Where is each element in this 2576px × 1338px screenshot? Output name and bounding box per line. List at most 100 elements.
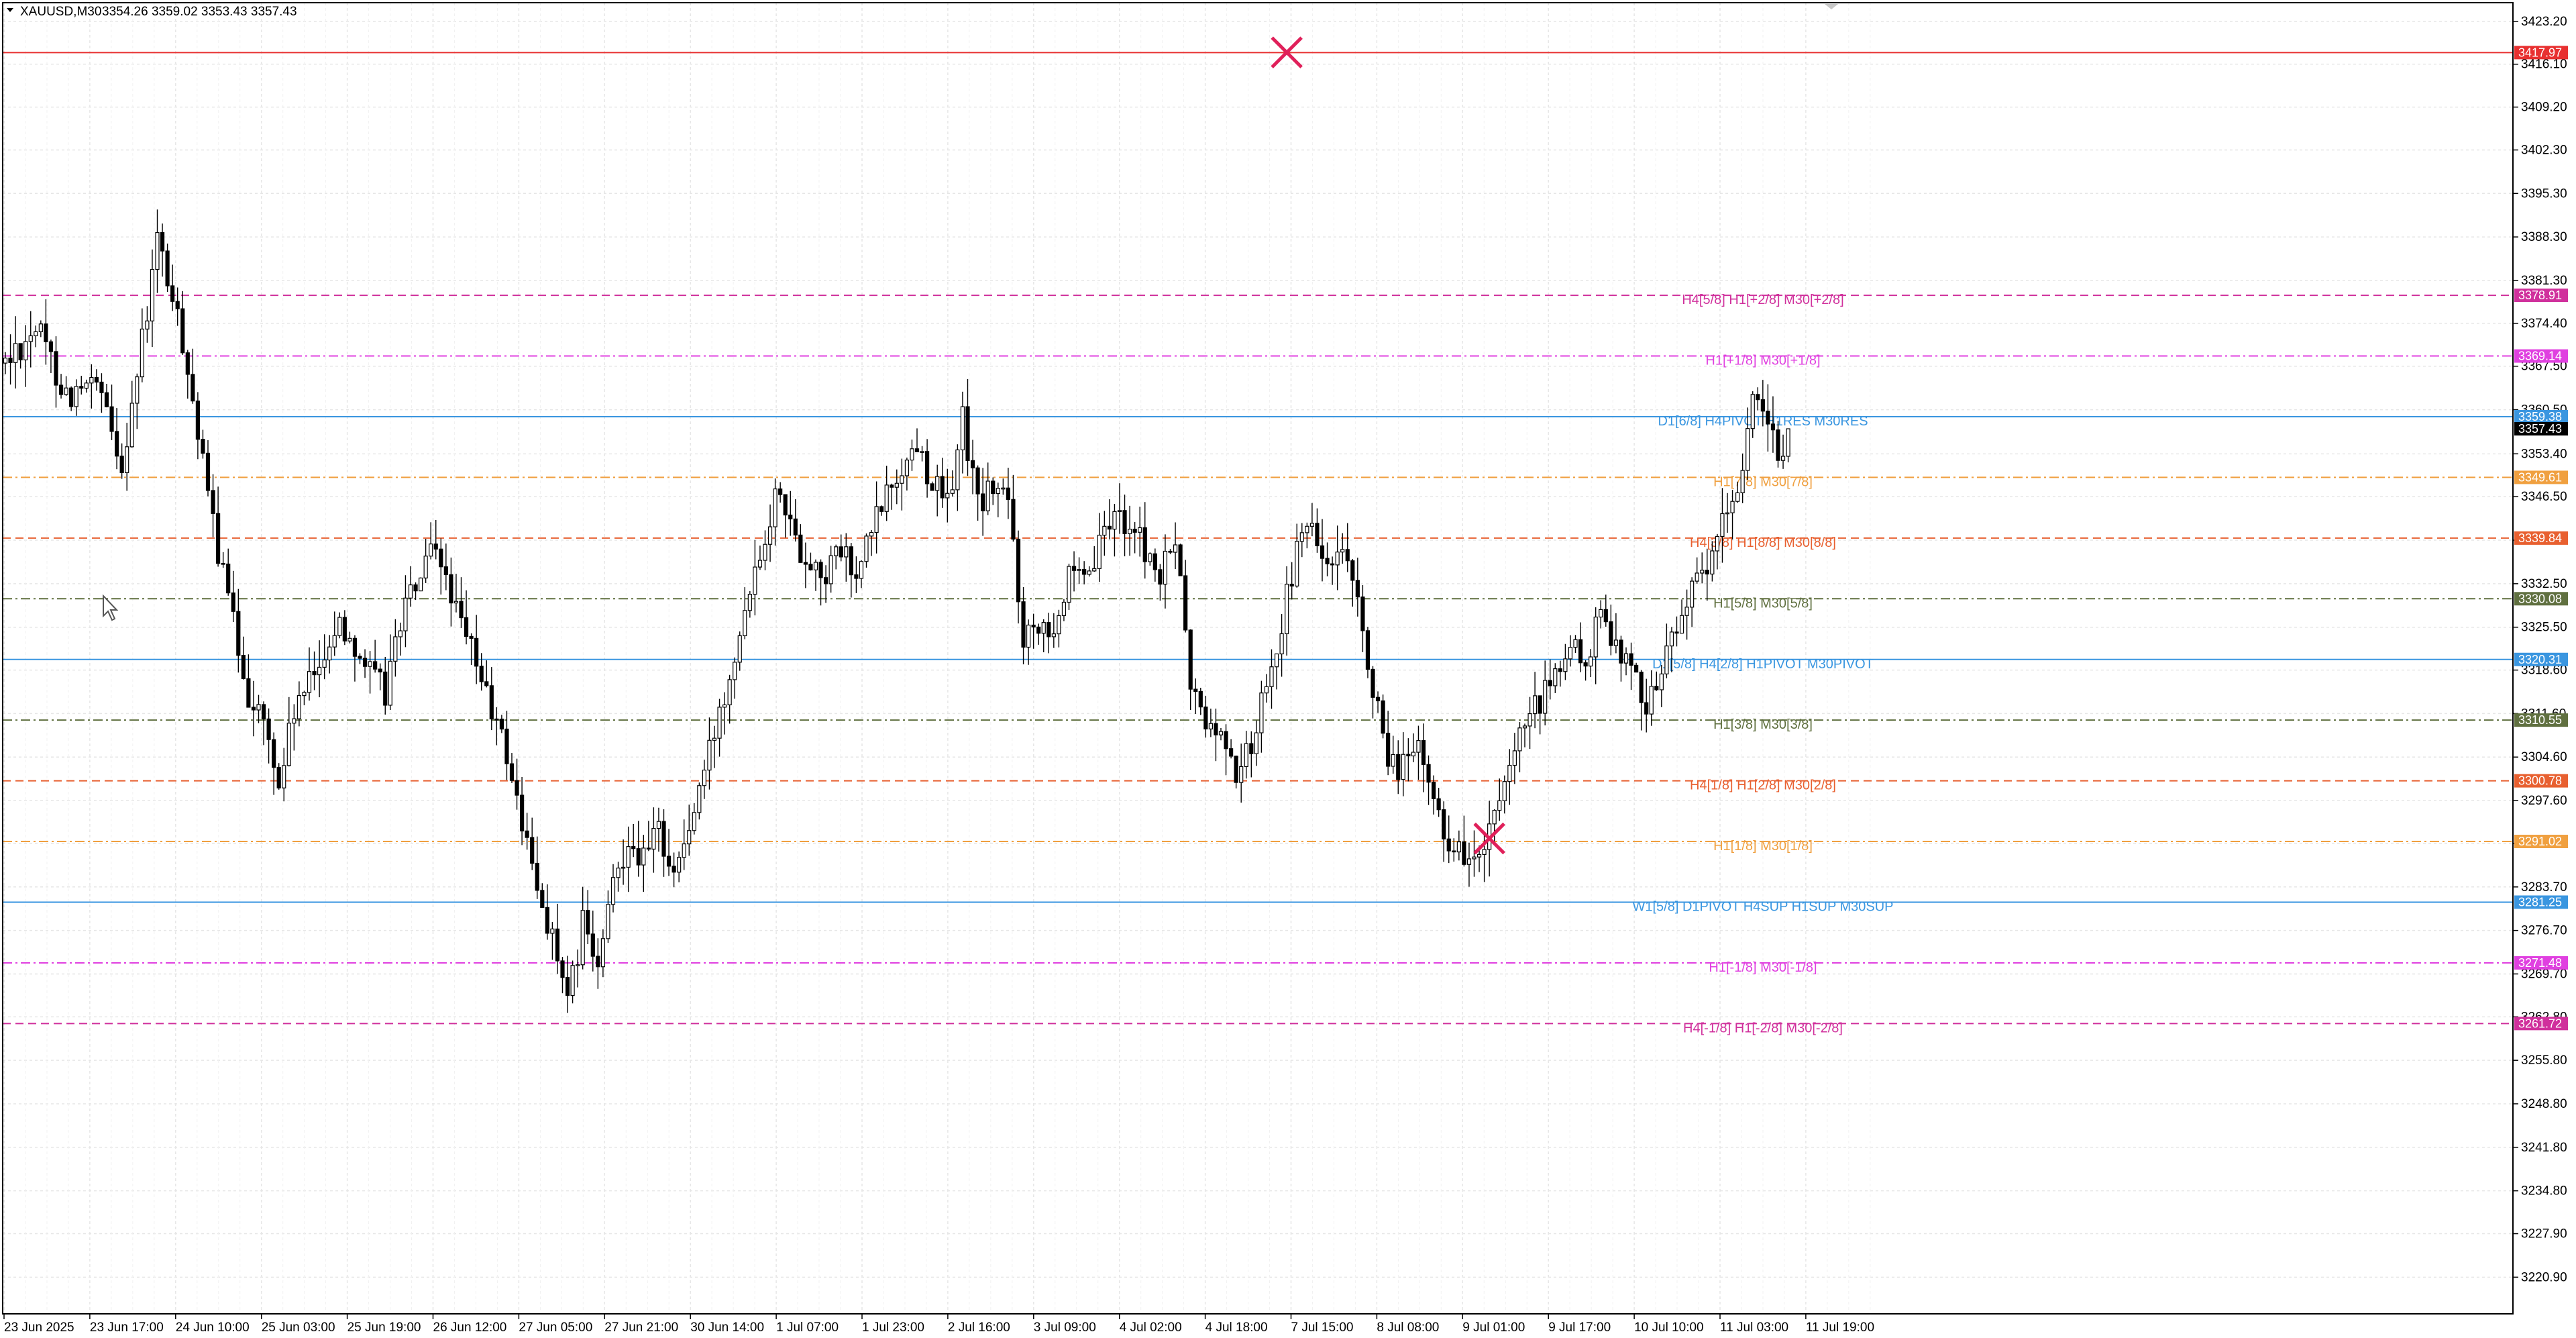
price-tag [2514, 774, 2568, 788]
y-tick-label: 3367.50 [2521, 360, 2567, 374]
candle-body [879, 506, 884, 512]
price-tag [2514, 409, 2568, 423]
candle-body [368, 661, 372, 667]
y-tick-label: 3402.30 [2521, 143, 2567, 157]
candle-body [894, 482, 899, 488]
candle-body [337, 617, 342, 636]
candle-body [383, 671, 388, 706]
candle-body [1132, 528, 1137, 533]
y-tick-label: 3395.30 [2521, 187, 2567, 201]
candle-body [1299, 532, 1304, 542]
candle-body [58, 384, 64, 395]
candle-body [803, 562, 808, 565]
candle-body [1046, 622, 1051, 637]
candle-body [469, 635, 474, 639]
symbol-menu-icon[interactable] [7, 8, 13, 12]
candle-body [246, 678, 251, 708]
candle-body [89, 376, 94, 384]
x-tick-label: 9 Jul 17:00 [1548, 1321, 1611, 1335]
candle-body [1031, 624, 1036, 628]
level-label: H4[5/8] H1[+2/8] M30[+2/8] [1682, 293, 1843, 307]
candle-body [226, 563, 231, 594]
candle-body [849, 546, 853, 576]
candle-body [195, 401, 200, 440]
x-tick-label: 30 Jun 14:00 [690, 1321, 764, 1335]
y-tick-label: 3423.20 [2521, 15, 2567, 29]
candle-body [276, 767, 281, 788]
candle-body [1700, 570, 1705, 574]
candle-body [890, 484, 894, 488]
level-label: H1[7/8] M30[7/8] [1713, 474, 1813, 489]
candle-body [135, 376, 140, 404]
y-tick-label: 3276.70 [2521, 924, 2567, 938]
candle-body [286, 723, 291, 766]
candle-body [1583, 662, 1588, 667]
candle-body [712, 737, 717, 741]
candle-body [1021, 601, 1026, 648]
candle-body [185, 352, 190, 375]
candle-body [109, 406, 114, 432]
candle-body [317, 666, 322, 676]
candle-body [1244, 743, 1248, 767]
x-tick-label: 7 Jul 15:00 [1291, 1321, 1354, 1335]
y-tick-label: 3220.90 [2521, 1270, 2567, 1284]
candle-body [1497, 800, 1502, 811]
candle-body [54, 351, 58, 386]
candle-body [924, 451, 930, 484]
candle-body [272, 739, 276, 768]
candle-body [727, 679, 732, 706]
candle-body [834, 546, 839, 556]
candle-body [1173, 544, 1178, 553]
ohlc-values: 3354.26 3359.02 3353.43 3357.43 [102, 5, 297, 19]
candle-body [94, 376, 99, 383]
candle-body [1436, 798, 1441, 811]
candle-body [191, 374, 195, 402]
candle-body [1477, 854, 1482, 858]
candle-body [940, 476, 945, 499]
candle-body [900, 475, 904, 484]
candle-body [1061, 601, 1067, 617]
candle-body [1107, 525, 1112, 530]
x-tick-label: 4 Jul 18:00 [1205, 1321, 1268, 1335]
candle-body [388, 660, 392, 706]
candle-body [1239, 766, 1244, 783]
candle-body [1750, 394, 1755, 429]
candle-body [1401, 754, 1405, 780]
candle-body [129, 403, 134, 448]
candle-body [1406, 754, 1411, 757]
candle-body [150, 268, 155, 321]
candle-body [1421, 739, 1426, 765]
x-tick-label: 4 Jul 02:00 [1120, 1321, 1182, 1335]
y-tick-label: 3241.80 [2521, 1141, 2567, 1155]
candle-body [1335, 552, 1340, 566]
candle-body [1639, 672, 1644, 703]
candle-body [1730, 501, 1735, 513]
candle-body [560, 960, 565, 978]
candle-body [1112, 511, 1117, 530]
y-tick-label: 3255.80 [2521, 1053, 2567, 1068]
candle-body [484, 681, 489, 686]
price-tag [2514, 1017, 2568, 1031]
shift-marker-icon[interactable] [1825, 4, 1838, 9]
candle-body [525, 830, 529, 838]
candle-body [985, 480, 990, 511]
candle-body [656, 821, 661, 829]
candle-body [1456, 841, 1461, 853]
candle-body [666, 856, 672, 867]
x-tick-label: 26 Jun 12:00 [433, 1321, 507, 1335]
candle-body [1517, 727, 1522, 752]
price-tag [2514, 470, 2568, 484]
x-tick-label: 27 Jun 21:00 [604, 1321, 678, 1335]
candle-body [1659, 673, 1664, 690]
candle-body [429, 544, 433, 557]
x-tick-label: 1 Jul 07:00 [776, 1321, 839, 1335]
candle-body [960, 406, 965, 451]
grid [3, 3, 2513, 1314]
candle-body [443, 566, 448, 576]
price-tag-label: 3281.25 [2518, 895, 2562, 909]
candle-body [256, 704, 261, 711]
candle-body [672, 866, 676, 873]
candle-body [1599, 609, 1603, 618]
y-tick-label: 3409.20 [2521, 101, 2567, 115]
